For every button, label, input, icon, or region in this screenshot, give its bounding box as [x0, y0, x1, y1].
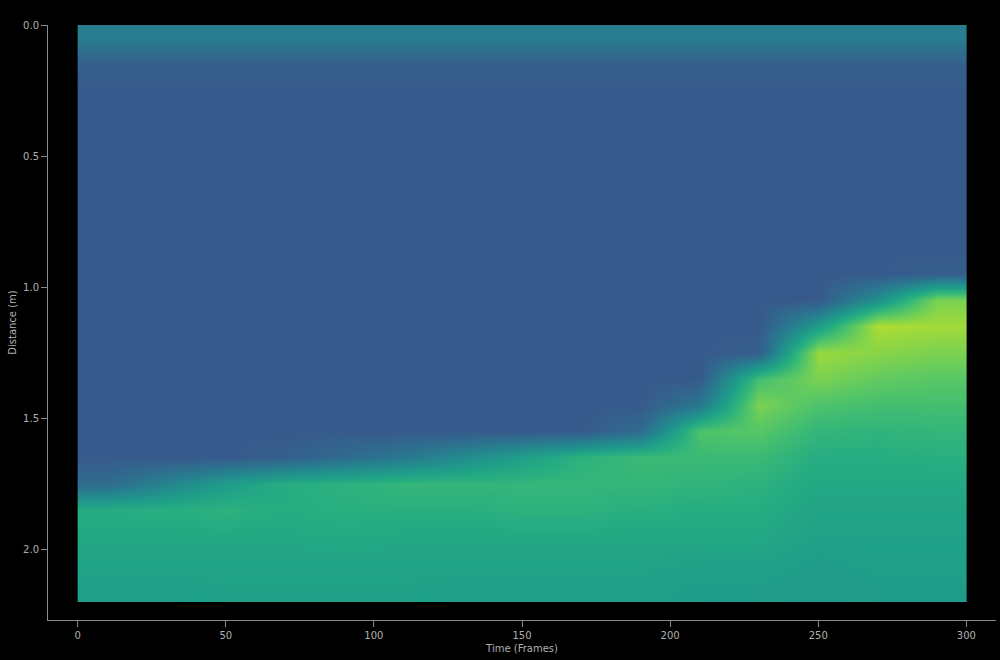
svg-text:Distance (m): Distance (m): [7, 290, 18, 355]
svg-text:150: 150: [512, 630, 531, 641]
svg-text:300: 300: [957, 630, 976, 641]
svg-text:2.0: 2.0: [23, 544, 39, 555]
svg-text:0.0: 0.0: [23, 20, 39, 31]
svg-text:250: 250: [809, 630, 828, 641]
svg-text:50: 50: [219, 630, 232, 641]
svg-text:0: 0: [74, 630, 80, 641]
svg-text:200: 200: [661, 630, 680, 641]
svg-text:100: 100: [364, 630, 383, 641]
svg-text:0.5: 0.5: [23, 151, 39, 162]
svg-text:1.5: 1.5: [23, 413, 39, 424]
svg-text:1.0: 1.0: [23, 282, 39, 293]
svg-text:Time (Frames): Time (Frames): [485, 643, 558, 654]
